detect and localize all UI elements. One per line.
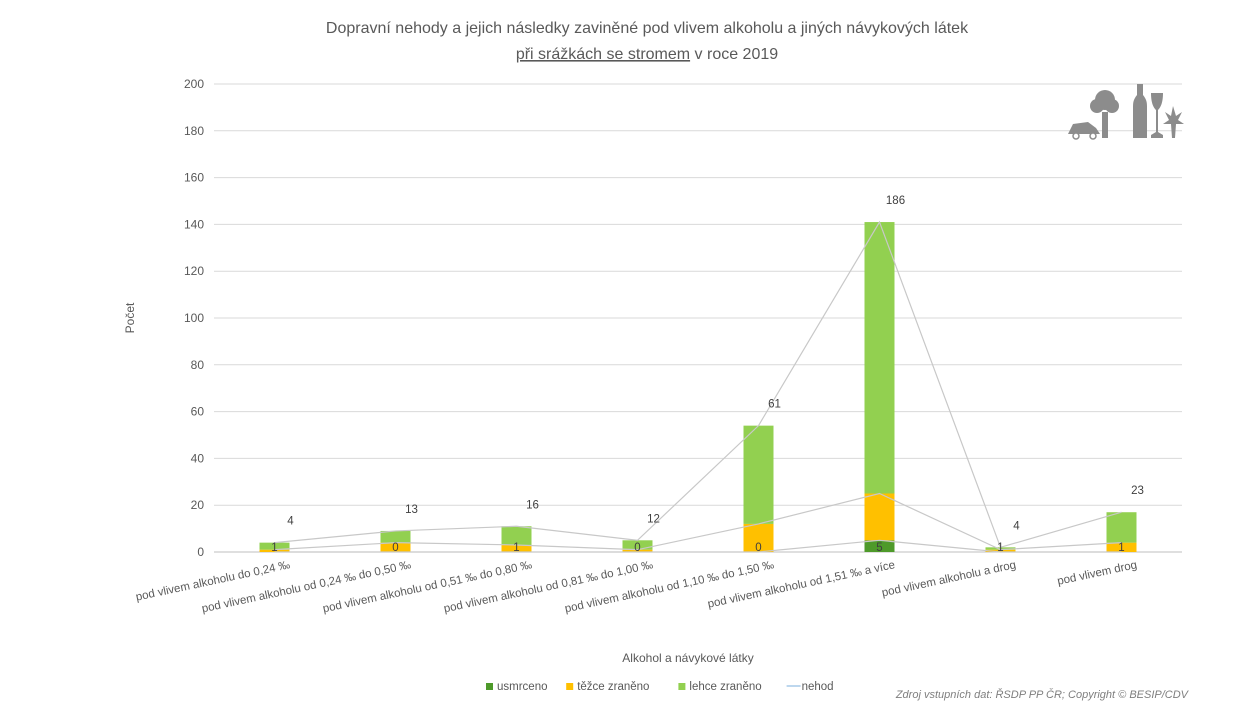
bar-1-4 [743, 523, 774, 552]
source-note: Zdroj vstupních dat: ŘSDP PP ČR; Copyrig… [895, 688, 1190, 701]
y-axis-title: Počet [123, 302, 137, 333]
y-tick-label-200: 200 [184, 77, 204, 91]
line-label-0-4: 61 [768, 399, 781, 411]
bar-1-6 [985, 549, 1016, 552]
data-label-1-1: 0 [392, 542, 398, 554]
line-label-0-2: 16 [526, 499, 539, 511]
legend-swatch-2 [678, 683, 686, 690]
line-label-0-0: 4 [287, 516, 294, 528]
bars-layer [259, 222, 1137, 552]
bar-2-5 [864, 222, 895, 494]
legend-label-0: usmrceno [497, 681, 548, 693]
line-label-0-5: 186 [886, 195, 905, 207]
y-tick-label-0: 0 [197, 545, 204, 559]
y-tick-label-60: 60 [191, 405, 205, 419]
bar-1-2 [501, 544, 532, 552]
legend: usmrceno těžce zraněno lehce zraněno nehod [486, 681, 834, 693]
bar-2-7 [1106, 512, 1137, 543]
legend-label-3: nehod [802, 681, 834, 693]
chart-title-underlined: při srážkách se stromem [516, 46, 690, 63]
category-label-6: pod vlivem alkoholu a drog [881, 559, 1017, 599]
y-tick-label-120: 120 [184, 264, 204, 278]
bar-2-4 [743, 425, 774, 524]
data-label-1-7: 1 [1118, 542, 1124, 554]
category-label-1: pod vlivem alkoholu od 0,24 ‰ do 0,50 ‰ [201, 559, 413, 615]
legend-swatch-0 [486, 683, 493, 690]
bar-0-5 [864, 540, 895, 552]
data-label-0-5: 5 [876, 542, 882, 554]
tree-car-bottle-glass-cannabis-icon [1068, 84, 1184, 140]
bar-1-0 [259, 549, 290, 552]
y-tick-label-20: 20 [191, 498, 205, 512]
chart-title-rest: v roce 2019 [690, 46, 778, 63]
bar-1-1 [380, 542, 411, 552]
bar-2-3 [622, 540, 653, 550]
bar-2-0 [259, 542, 290, 550]
outline-total-bars [274, 220, 1122, 549]
chart-title-line1: Dopravní nehody a jejich následky zavině… [326, 20, 969, 37]
data-label-1-4: 0 [755, 542, 761, 554]
bar-2-2 [501, 526, 532, 545]
category-label-3: pod vlivem alkoholu od 0,81 ‰ do 1,00 ‰ [443, 559, 655, 615]
legend-label-2: lehce zraněno [689, 681, 761, 693]
data-label-1-3: 0 [634, 542, 640, 554]
y-tick-label-100: 100 [184, 311, 204, 325]
y-tick-label-160: 160 [184, 171, 204, 185]
bar-1-3 [622, 549, 653, 552]
line-label-0-6: 4 [1013, 520, 1020, 532]
category-label-2: pod vlivem alkoholu od 0,51 ‰ do 0,80 ‰ [322, 559, 534, 615]
outline-killed [274, 539, 1122, 553]
bar-1-5 [864, 493, 895, 541]
y-tick-label-140: 140 [184, 217, 204, 231]
bar-2-1 [380, 530, 411, 543]
x-axis-title: Alkohol a návykové látky [622, 651, 753, 665]
line-label-0-3: 12 [647, 513, 660, 525]
bar-2-6 [985, 547, 1016, 550]
data-label-1-6: 1 [997, 542, 1003, 554]
legend-swatch-1 [566, 683, 574, 690]
line-label-0-7: 23 [1131, 485, 1144, 497]
chart-title-line2: při srážkách se stromem v roce 2019 [516, 46, 778, 63]
category-label-7: pod vlivem drog [1056, 559, 1138, 588]
line-label-0-1: 13 [405, 504, 418, 516]
bar-1-7 [1106, 542, 1137, 552]
data-label-1-2: 1 [513, 542, 519, 554]
outline-severe [274, 492, 1122, 551]
legend-label-1: těžce zraněno [577, 681, 649, 693]
y-tick-label-40: 40 [191, 451, 205, 465]
category-label-4: pod vlivem alkoholu od 1,10 ‰ do 1,50 ‰ [564, 559, 776, 615]
y-tick-label-180: 180 [184, 124, 204, 138]
data-label-1-0: 1 [271, 542, 277, 554]
category-labels: pod vlivem alkoholu do 0,24 ‰pod vlivem … [135, 559, 1138, 615]
y-tick-label-80: 80 [191, 358, 205, 372]
lines-layer [274, 220, 1122, 553]
